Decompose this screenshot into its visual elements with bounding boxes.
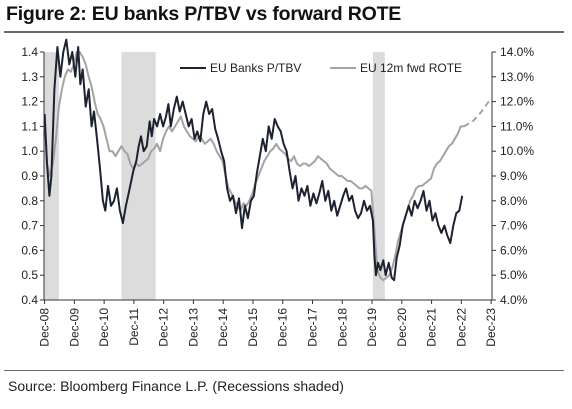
left-tick-label: 0.6 (21, 243, 38, 257)
legend: EU Banks P/TBV EU 12m fwd ROTE (180, 61, 462, 75)
right-tick-label: 9.0% (500, 169, 528, 183)
left-tick-label: 1.3 (21, 70, 38, 84)
ptbv-line (43, 38, 464, 282)
x-tick-label: Dec-13 (186, 308, 200, 347)
x-tick-label: Dec-20 (395, 308, 409, 347)
left-tick-label: 1.0 (21, 144, 38, 158)
left-tick-label: 1.2 (21, 95, 38, 109)
x-tick-label: Dec-22 (454, 308, 468, 347)
recession-bands (44, 52, 385, 300)
title-bar: Figure 2: EU banks P/TBV vs forward ROTE (0, 0, 572, 34)
recession-band-2 (372, 52, 385, 300)
right-tick-label: 5.0% (500, 268, 528, 282)
left-tick-label: 0.9 (21, 169, 38, 183)
x-tick-label: Dec-08 (38, 308, 52, 347)
x-tick-label: Dec-21 (425, 308, 439, 347)
x-tick-label: Dec-23 (484, 308, 498, 347)
left-tick-label: 1.1 (21, 119, 38, 133)
right-tick-label: 11.0% (500, 119, 533, 133)
rote-forecast-line (463, 98, 492, 128)
left-tick-label: 0.4 (21, 293, 38, 307)
x-tick-label: Dec-14 (216, 308, 230, 347)
x-tick-label: Dec-18 (335, 308, 349, 347)
right-tick-label: 12.0% (500, 95, 534, 109)
right-tick-label: 10.0% (500, 144, 534, 158)
title-divider (4, 31, 564, 33)
recession-band-1 (121, 52, 156, 300)
legend-rote-label: EU 12m fwd ROTE (360, 61, 462, 75)
x-tick-label: Dec-09 (67, 308, 81, 347)
right-tick-label: 8.0% (500, 194, 528, 208)
right-tick-label: 7.0% (500, 219, 528, 233)
left-tick-label: 0.5 (21, 268, 38, 282)
legend-ptbv-label: EU Banks P/TBV (210, 61, 301, 75)
source-note: Source: Bloomberg Finance L.P. (Recessio… (8, 378, 344, 394)
ptbv-series (43, 38, 464, 282)
right-tick-label: 4.0% (500, 293, 528, 307)
x-tick-label: Dec-16 (276, 308, 290, 347)
left-tick-label: 0.7 (21, 219, 38, 233)
x-tick-label: Dec-10 (97, 308, 111, 347)
x-tick-label: Dec-19 (365, 308, 379, 347)
left-tick-label: 0.8 (21, 194, 38, 208)
x-tick-label: Dec-11 (127, 308, 141, 346)
right-tick-label: 13.0% (500, 70, 534, 84)
chart-title: Figure 2: EU banks P/TBV vs forward ROTE (6, 3, 402, 25)
chart-area: 0.4 0.5 0.6 0.7 0.8 0.9 1.0 1.1 1.2 1.3 1.4 4.0% 5.0… (0, 34, 572, 370)
left-tick-label: 1.4 (21, 45, 38, 59)
x-tick-label: Dec-15 (246, 308, 260, 347)
axes: 0.4 0.5 0.6 0.7 0.8 0.9 1.0 1.1 1.2 1.3 1.4 4.0% 5.0… (21, 45, 534, 347)
x-tick-label: Dec-17 (306, 308, 320, 347)
rote-line (43, 51, 464, 282)
chart-svg: 0.4 0.5 0.6 0.7 0.8 0.9 1.0 1.1 1.2 1.3 1.4 4.0% 5.0… (21, 38, 534, 347)
x-tick-label: Dec-12 (157, 308, 171, 347)
rote-series (43, 51, 492, 282)
source-divider (4, 370, 564, 371)
right-tick-label: 14.0% (500, 45, 534, 59)
right-tick-label: 6.0% (500, 243, 528, 257)
